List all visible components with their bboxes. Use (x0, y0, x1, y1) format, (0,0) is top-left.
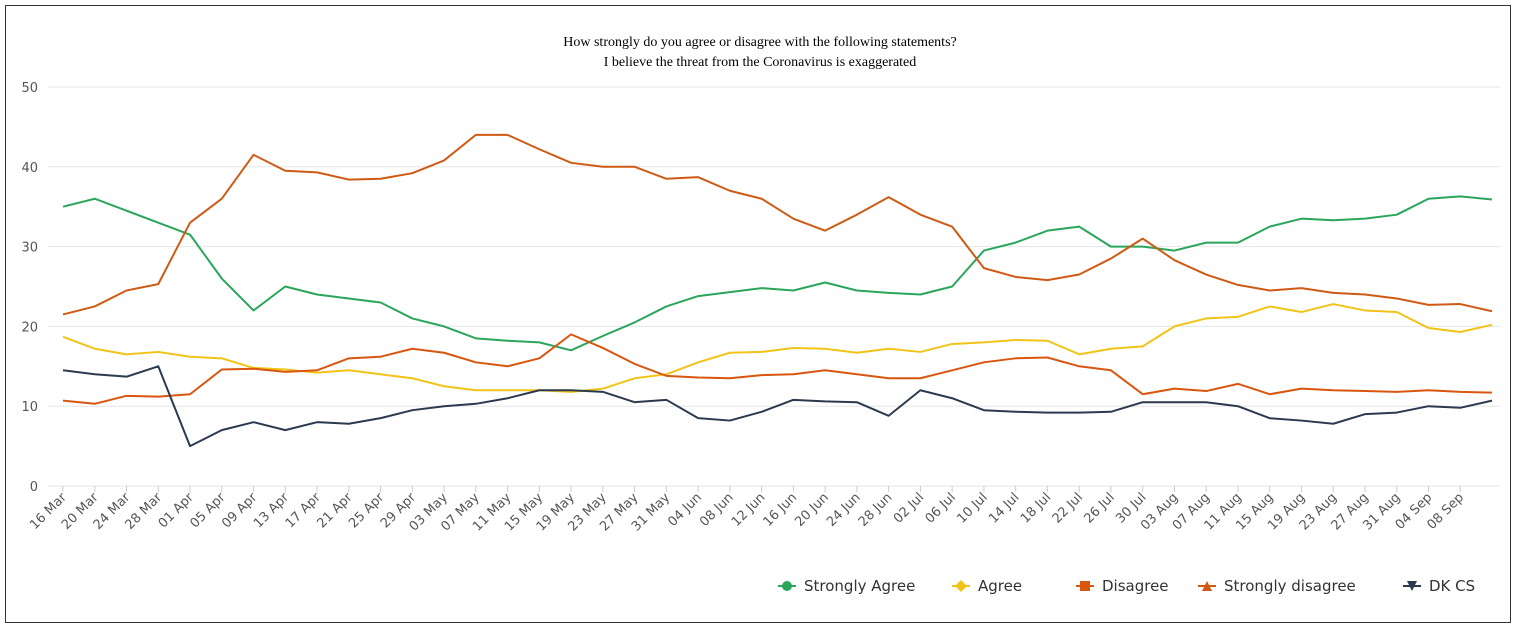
legend-marker (1202, 581, 1212, 591)
y-tick-label: 0 (30, 480, 38, 495)
legend-marker (1080, 581, 1090, 591)
legend-marker (1407, 581, 1417, 591)
legend-marker (955, 580, 967, 592)
y-tick-label: 20 (21, 320, 38, 335)
line-series (62, 195, 1493, 352)
legend-label: Strongly Agree (804, 577, 915, 595)
chart-subtitle: I believe the threat from the Coronaviru… (604, 55, 917, 70)
frame (5, 5, 1511, 623)
legend-label: Disagree (1102, 577, 1169, 595)
legend-label: Agree (978, 577, 1022, 595)
y-tick-label: 50 (21, 81, 38, 96)
legend-marker (782, 581, 792, 591)
chart-title: How strongly do you agree or disagree wi… (563, 35, 956, 50)
line-series (62, 365, 1493, 448)
legend-label: Strongly disagree (1224, 577, 1356, 595)
line-series (62, 133, 1493, 316)
legend-label: DK CS (1429, 577, 1475, 595)
y-tick-label: 10 (21, 400, 38, 415)
y-tick-label: 40 (21, 161, 38, 176)
y-tick-label: 30 (21, 241, 38, 256)
line-series (62, 333, 1493, 405)
